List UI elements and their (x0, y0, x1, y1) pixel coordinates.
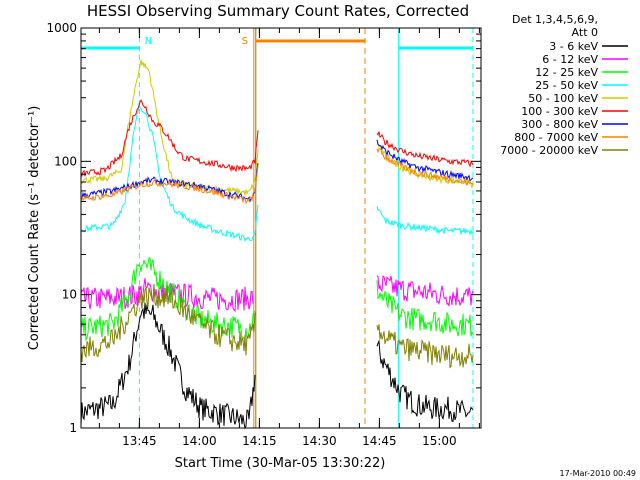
x-tick-label: 14:00 (182, 434, 217, 448)
series-8-segment-0 (80, 283, 256, 362)
x-tick-label: 14:30 (302, 434, 337, 448)
series-7-segment-1 (376, 147, 474, 186)
annotation-s: S (242, 36, 248, 47)
x-axis: 13:45 14:00 14:15 14:30 14:45 15:00 (98, 28, 480, 448)
legend-entry-label: 800 - 7000 keV (514, 131, 598, 144)
legend-entry-label: 12 - 25 keV (535, 66, 598, 79)
series-6-segment-0 (80, 163, 259, 203)
annotation-n: N (145, 36, 152, 47)
chart-title: HESSI Observing Summary Count Rates, Cor… (87, 2, 469, 20)
series-5-segment-1 (376, 131, 474, 168)
series-1-segment-1 (376, 275, 474, 307)
series-3-segment-1 (376, 205, 474, 236)
legend-entry-label: 300 - 800 keV (521, 118, 598, 131)
series-2-segment-1 (376, 280, 474, 337)
series-6-segment-1 (376, 139, 474, 182)
series-4-segment-0 (80, 59, 259, 196)
legend-entry-label: 6 - 12 keV (542, 53, 598, 66)
y-tick-label: 100 (54, 154, 77, 168)
series-0-segment-0 (80, 302, 256, 430)
legend-entry-label: 25 - 50 keV (535, 79, 598, 92)
x-axis-label: Start Time (30-Mar-05 13:30:22) (175, 456, 386, 471)
plot-frame (80, 27, 482, 429)
x-tick-label: 15:00 (422, 434, 457, 448)
series-7-segment-0 (80, 165, 259, 205)
y-axis-label: Corrected Count Rate (s⁻¹ detector⁻¹) (27, 106, 42, 351)
legend-entry-label: 3 - 6 keV (549, 40, 598, 53)
series-5-segment-0 (80, 99, 259, 178)
series-3-segment-0 (80, 103, 259, 243)
y-tick-label: 1000 (46, 21, 77, 35)
y-axis: 1 10 100 1000 (46, 21, 481, 435)
legend-header: Det 1,3,4,5,6,9, (512, 13, 598, 26)
legend-entry-label: 100 - 300 keV (521, 105, 598, 118)
series-0-segment-1 (376, 339, 474, 422)
series-8-segment-1 (376, 324, 474, 369)
legend-entry-label: 50 - 100 keV (528, 92, 598, 105)
x-tick-label: 13:45 (122, 434, 157, 448)
y-tick-label: 10 (62, 288, 77, 302)
timestamp: 17-Mar-2010 00:49 (560, 469, 637, 478)
y-tick-label: 1 (69, 421, 77, 435)
x-tick-label: 14:15 (242, 434, 277, 448)
x-tick-label: 14:45 (362, 434, 397, 448)
legend-entry-label: 7000 - 20000 keV (500, 144, 598, 157)
legend-header: Att 0 (572, 26, 598, 39)
series-layer (80, 59, 474, 430)
